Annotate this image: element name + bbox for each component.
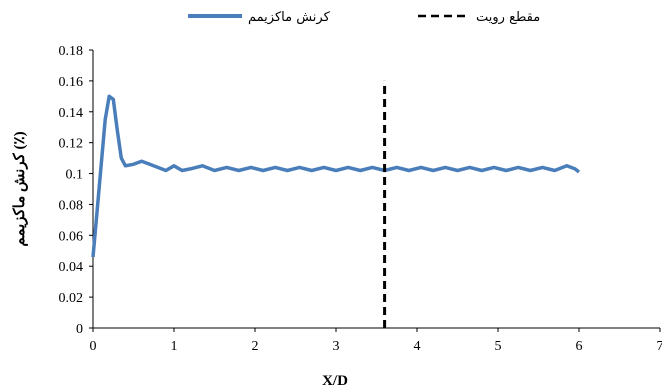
x-tick-label-3: 3: [333, 339, 340, 354]
x-tick-label-7: 7: [657, 339, 662, 354]
y-tick-label-3: 0.06: [59, 229, 84, 244]
series-line-0: [91, 94, 581, 258]
y-tick-label-8: 0.16: [59, 75, 84, 90]
legend: کرنش ماکزیمم مقطع رویت: [188, 10, 540, 25]
y-axis-title: کرنش ماکزیمم (٪): [12, 131, 28, 246]
y-tick-label-7: 0.14: [59, 106, 84, 121]
y-tick-label-0: 0: [76, 322, 83, 337]
y-tick-label-5: 0.1: [66, 168, 84, 183]
y-tick-label-4: 0.08: [59, 198, 84, 213]
y-ticks: 0 0.02 0.04 0.06 0.08 0.1 0.12 0.14 0.16 0.18: [59, 44, 93, 337]
x-ticks: 0 1 2 3 4 5 6 7: [90, 328, 662, 354]
y-tick-label-9: 0.18: [59, 44, 84, 59]
x-tick-label-0: 0: [90, 339, 97, 354]
x-axis-title: X/D: [322, 373, 348, 389]
x-tick-label-6: 6: [576, 339, 583, 354]
x-tick-label-1: 1: [171, 339, 178, 354]
y-tick-label-2: 0.04: [59, 260, 84, 275]
x-tick-label-4: 4: [414, 339, 421, 354]
plot-series: [91, 80, 581, 328]
axes: [92, 50, 660, 329]
y-tick-label-6: 0.12: [59, 137, 84, 152]
y-tick-label-1: 0.02: [59, 291, 84, 306]
legend-label-series-0: کرنش ماکزیمم: [248, 10, 331, 25]
x-tick-label-2: 2: [252, 339, 259, 354]
x-tick-label-5: 5: [495, 339, 502, 354]
legend-label-series-1: مقطع رویت: [476, 10, 540, 25]
